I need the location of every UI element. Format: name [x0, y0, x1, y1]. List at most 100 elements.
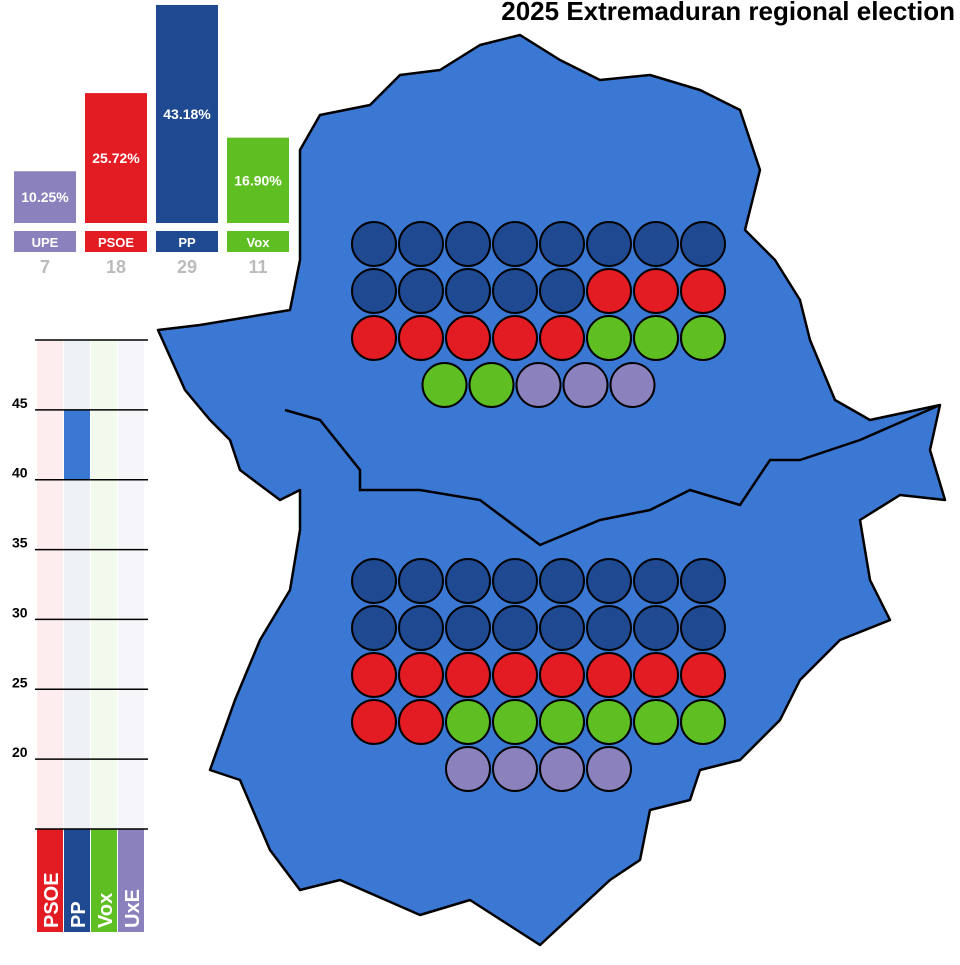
column-bg	[37, 340, 63, 829]
seat-dot	[633, 652, 679, 698]
seat-dot	[492, 699, 538, 745]
seat-dot	[398, 652, 444, 698]
value-label: 43.18%	[163, 106, 211, 122]
seat-dot	[680, 268, 726, 314]
value-label: 10.25%	[21, 189, 69, 205]
party-box	[14, 231, 76, 252]
seat-dot	[445, 699, 491, 745]
seat-dot	[515, 362, 562, 408]
party-box	[85, 231, 147, 252]
seat-count: 29	[177, 257, 197, 277]
province-border	[284, 403, 941, 547]
seat-dot	[633, 315, 679, 361]
seat-dot	[633, 605, 679, 651]
bar	[156, 4, 218, 224]
seat-dot	[351, 558, 397, 604]
party-box	[156, 231, 218, 252]
seat-dot	[586, 605, 632, 651]
column-bg	[91, 340, 117, 829]
bar	[14, 171, 76, 223]
column-bg	[118, 340, 144, 829]
seat-dot	[539, 652, 585, 698]
y-tick-label: 40	[12, 465, 28, 481]
seat-dot	[586, 315, 632, 361]
y-tick-label: 30	[12, 604, 28, 620]
party-label: PP	[178, 235, 196, 250]
value-label: 25.72%	[92, 150, 140, 166]
seat-dot	[680, 652, 726, 698]
seat-dot	[445, 652, 491, 698]
party-box	[91, 829, 117, 932]
seat-dot	[398, 268, 444, 314]
party-label: Vox	[95, 893, 117, 928]
seat-dot	[680, 221, 726, 267]
seat-dot	[586, 652, 632, 698]
seat-dot	[492, 221, 538, 267]
y-tick-label: 35	[12, 535, 28, 551]
seat-dot	[351, 221, 397, 267]
seat-dot	[351, 315, 397, 361]
seat-count: 11	[248, 257, 267, 277]
seat-dot	[351, 699, 397, 745]
seat-dot	[609, 362, 656, 408]
y-tick-label: 25	[12, 674, 28, 690]
seat-dot	[398, 605, 444, 651]
value-label: 16.90%	[234, 172, 282, 188]
party-label: PSOE	[41, 872, 63, 928]
seat-count: 7	[40, 257, 50, 277]
seat-dot	[351, 652, 397, 698]
seat-dot	[445, 558, 491, 604]
seat-dot	[445, 746, 491, 792]
seat-dot	[492, 605, 538, 651]
seat-dot	[398, 315, 444, 361]
seat-dot	[539, 746, 585, 792]
seat-dot	[421, 362, 468, 408]
seat-dot	[492, 268, 538, 314]
seat-dot	[539, 605, 585, 651]
chart-title: 2025 Extremaduran regional election	[501, 0, 955, 26]
y-tick-label: 20	[12, 744, 28, 760]
party-box	[37, 829, 63, 932]
seat-dot	[445, 315, 491, 361]
seat-dot	[398, 221, 444, 267]
seat-dot	[492, 558, 538, 604]
seat-dot	[492, 315, 538, 361]
seat-dot	[586, 221, 632, 267]
party-label: UPE	[32, 235, 59, 250]
seat-dot	[680, 558, 726, 604]
seat-dot	[633, 221, 679, 267]
seat-dot	[351, 605, 397, 651]
seat-dot	[633, 558, 679, 604]
seat-dot	[586, 746, 632, 792]
party-label: UxE	[122, 889, 144, 928]
seat-dot	[445, 221, 491, 267]
seat-dot	[492, 746, 538, 792]
party-box	[227, 231, 289, 252]
seat-count: 18	[106, 257, 126, 277]
range-bar	[64, 409, 90, 480]
seat-dot	[633, 268, 679, 314]
seat-dot	[586, 268, 632, 314]
party-box	[64, 829, 90, 932]
seat-dot	[539, 221, 585, 267]
seat-dot	[492, 652, 538, 698]
seat-dot	[539, 315, 585, 361]
seat-dot	[633, 699, 679, 745]
seat-dot	[586, 558, 632, 604]
seat-dot	[539, 268, 585, 314]
seat-dot	[398, 699, 444, 745]
bar	[85, 93, 147, 223]
seat-dot	[680, 605, 726, 651]
seat-dot	[398, 558, 444, 604]
y-tick-label: 45	[12, 395, 28, 411]
party-label: Vox	[247, 235, 271, 250]
seat-dot	[351, 268, 397, 314]
seat-dot	[586, 699, 632, 745]
seat-dot	[468, 362, 515, 408]
seat-dot	[539, 699, 585, 745]
party-label: PSOE	[98, 235, 134, 250]
seat-dot	[445, 268, 491, 314]
seat-dot	[680, 315, 726, 361]
